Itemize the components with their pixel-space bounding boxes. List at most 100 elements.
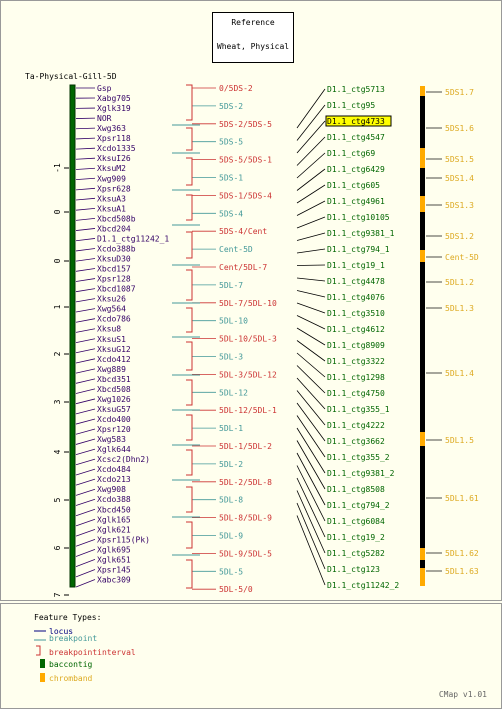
locus-label[interactable]: Xbcd351: [97, 375, 131, 384]
locus-label[interactable]: Xbcd157: [97, 265, 131, 274]
baccontig-label[interactable]: D1.1_ctg605: [327, 181, 380, 190]
locus-label[interactable]: Gsp: [97, 84, 112, 93]
locus-label[interactable]: Xbcd508: [97, 385, 131, 394]
locus-label[interactable]: Xwg889: [97, 365, 126, 374]
locus-label[interactable]: Xcdo1335: [97, 144, 136, 153]
breakpointinterval-label[interactable]: 5DS-5/5DS-1: [219, 156, 272, 165]
locus-label[interactable]: Xglk651: [97, 555, 131, 564]
baccontig-label[interactable]: D1.1_ctg1298: [327, 373, 385, 382]
locus-label[interactable]: NOR: [97, 114, 112, 123]
locus-label[interactable]: Xpsr628: [97, 184, 131, 193]
baccontig-label[interactable]: D1.1_ctg3510: [327, 309, 385, 318]
locus-label[interactable]: Xglk644: [97, 445, 131, 454]
chromband-label[interactable]: 5DS1.6: [445, 124, 474, 133]
breakpoint-label[interactable]: 5DL-3: [219, 353, 243, 362]
breakpoint-label[interactable]: 5DL-8: [219, 496, 243, 505]
breakpoint-label[interactable]: 5DS-4: [219, 209, 243, 218]
locus-label[interactable]: Xwg1026: [97, 395, 131, 404]
chromband-label[interactable]: 5DS1.5: [445, 155, 474, 164]
breakpointinterval-label[interactable]: 5DL-8/5DL-9: [219, 514, 272, 523]
baccontig-label[interactable]: D1.1_ctg69: [327, 149, 375, 158]
breakpoint-label[interactable]: 5DL-10: [219, 317, 248, 326]
baccontig-label[interactable]: D1.1_ctg794_2: [327, 501, 390, 510]
locus-label[interactable]: Xcdo484: [97, 465, 131, 474]
locus-label[interactable]: D1.1_ctg11242_1: [97, 234, 169, 243]
breakpoint-label[interactable]: 5DS-5: [219, 138, 243, 147]
breakpoint-label[interactable]: 5DL-12: [219, 388, 248, 397]
locus-label[interactable]: Xpsr118: [97, 134, 131, 143]
breakpoint-label[interactable]: 5DL-9: [219, 532, 243, 541]
baccontig-label[interactable]: D1.1_ctg9381_2: [327, 469, 395, 478]
breakpointinterval-label[interactable]: 0/5DS-2: [219, 84, 253, 93]
baccontig-label[interactable]: D1.1_ctg4076: [327, 293, 385, 302]
baccontig-label[interactable]: D1.1_ctg4478: [327, 277, 385, 286]
breakpointinterval-label[interactable]: 5DL-2/5DL-8: [219, 478, 272, 487]
baccontig-label[interactable]: D1.1_ctg10105: [327, 213, 390, 222]
locus-label[interactable]: Xpsr120: [97, 425, 131, 434]
chromband-segment[interactable]: [420, 250, 425, 262]
locus-label[interactable]: Xwg363: [97, 124, 126, 133]
locus-label[interactable]: Xwg909: [97, 174, 126, 183]
breakpoint-label[interactable]: Cent-5D: [219, 245, 253, 254]
baccontig-label[interactable]: D1.1_ctg9381_1: [327, 229, 395, 238]
baccontig-label[interactable]: D1.1_ctg4547: [327, 133, 385, 142]
locus-label[interactable]: Xcdo412: [97, 355, 131, 364]
baccontig-label[interactable]: D1.1_ctg3322: [327, 357, 385, 366]
chromband-label[interactable]: 5DS1.7: [445, 88, 474, 97]
chromband-segment[interactable]: [420, 548, 425, 560]
locus-label[interactable]: Xksu26: [97, 295, 126, 304]
locus-label[interactable]: Xglk621: [97, 525, 131, 534]
locus-label[interactable]: Xglk165: [97, 515, 131, 524]
locus-label[interactable]: Xwg564: [97, 305, 126, 314]
baccontig-label[interactable]: D1.1_ctg4961: [327, 197, 385, 206]
chromband-label[interactable]: 5DL1.2: [445, 278, 474, 287]
breakpointinterval-label[interactable]: 5DS-2/5DS-5: [219, 120, 272, 129]
breakpointinterval-label[interactable]: 5DL-1/5DL-2: [219, 442, 272, 451]
locus-label[interactable]: XksuI26: [97, 154, 131, 163]
breakpoint-label[interactable]: 5DS-2: [219, 102, 243, 111]
chromband-label[interactable]: 5DL1.63: [445, 567, 479, 576]
baccontig-label[interactable]: D1.1_ctg8909: [327, 341, 385, 350]
chromband-label[interactable]: 5DS1.3: [445, 201, 474, 210]
locus-label[interactable]: Xwg583: [97, 435, 126, 444]
chromband-label[interactable]: 5DS1.4: [445, 174, 474, 183]
locus-label[interactable]: Xbcd508b: [97, 214, 136, 223]
locus-label[interactable]: Xcdo786: [97, 315, 131, 324]
locus-label[interactable]: Xglk319: [97, 104, 131, 113]
baccontig-label[interactable]: D1.1_ctg8508: [327, 485, 385, 494]
baccontig-label[interactable]: D1.1_ctg4750: [327, 389, 385, 398]
locus-label[interactable]: Xglk695: [97, 545, 131, 554]
chromband-label[interactable]: 5DL1.62: [445, 549, 479, 558]
chromband-segment[interactable]: [420, 196, 425, 212]
breakpointinterval-label[interactable]: 5DL-7/5DL-10: [219, 299, 277, 308]
breakpointinterval-label[interactable]: 5DL-3/5DL-12: [219, 370, 277, 379]
map-name[interactable]: Ta-Physical-Gill-5D: [25, 72, 117, 81]
chromband-segment[interactable]: [420, 568, 425, 586]
breakpointinterval-label[interactable]: 5DL-9/5DL-5: [219, 549, 272, 558]
breakpointinterval-label[interactable]: 5DL-12/5DL-1: [219, 406, 277, 415]
baccontig-label[interactable]: D1.1_ctg11242_2: [327, 581, 399, 590]
baccontig-label[interactable]: D1.1_ctg355_1: [327, 405, 390, 414]
baccontig-label[interactable]: D1.1_ctg4612: [327, 325, 385, 334]
baccontig-label[interactable]: D1.1_ctg19_2: [327, 533, 385, 542]
locus-label[interactable]: Xpsr115(Pk): [97, 535, 150, 544]
locus-label[interactable]: Xcdo400: [97, 415, 131, 424]
locus-label[interactable]: Xabc309: [97, 575, 131, 584]
locus-label[interactable]: Xbcd1087: [97, 285, 136, 294]
chromband-segment[interactable]: [420, 86, 425, 96]
baccontig-label[interactable]: D1.1_ctg4222: [327, 421, 385, 430]
locus-label[interactable]: XksuG12: [97, 345, 131, 354]
locus-label[interactable]: XksuA3: [97, 194, 126, 203]
chromband-label[interactable]: 5DL1.3: [445, 304, 474, 313]
baccontig-label[interactable]: D1.1_ctg3662: [327, 437, 385, 446]
locus-label[interactable]: Xcdo388b: [97, 244, 136, 253]
chromband-label[interactable]: 5DL1.4: [445, 369, 474, 378]
chromband-backbone[interactable]: [420, 86, 425, 586]
chromband-label[interactable]: 5DS1.2: [445, 232, 474, 241]
locus-label[interactable]: XksuS1: [97, 335, 126, 344]
locus-label[interactable]: Xabg705: [97, 94, 131, 103]
chromband-label[interactable]: Cent-5D: [445, 253, 479, 262]
locus-label[interactable]: Xpsr145: [97, 565, 131, 574]
breakpoint-label[interactable]: 5DS-1: [219, 174, 243, 183]
baccontig-label[interactable]: D1.1_ctg6084: [327, 517, 385, 526]
